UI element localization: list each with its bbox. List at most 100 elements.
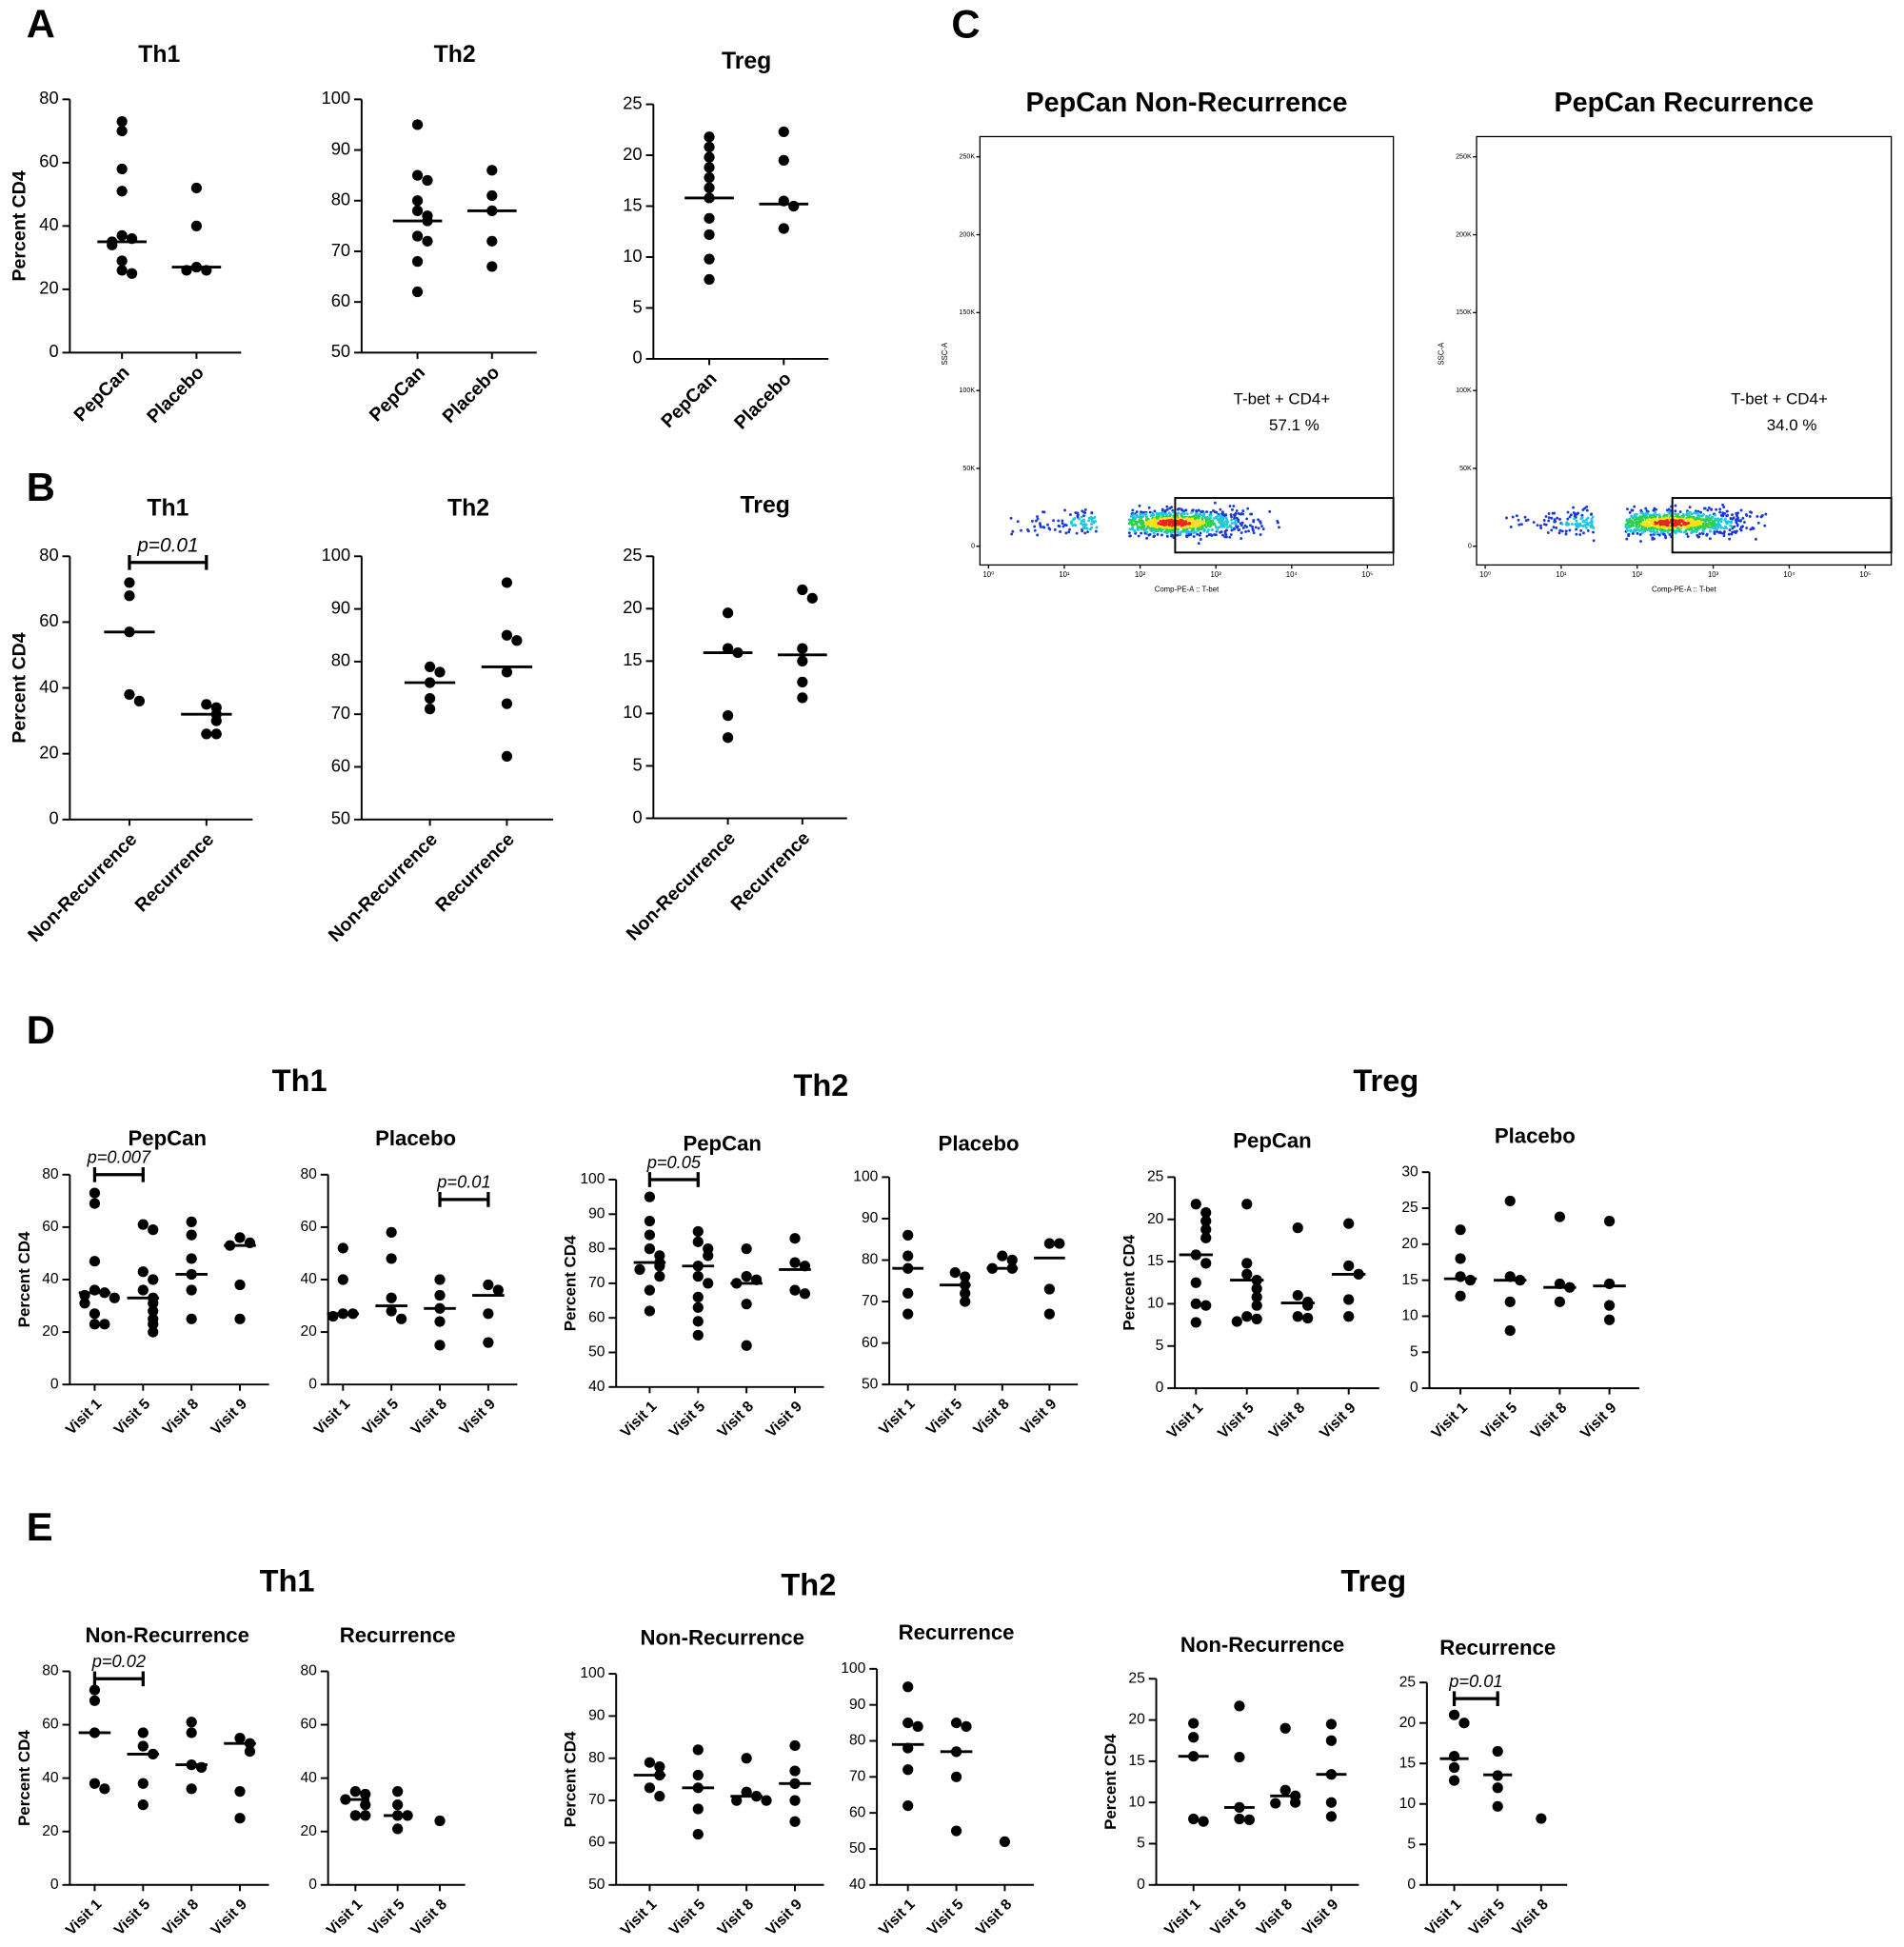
event-dot [1638,533,1642,536]
data-point [644,1305,656,1317]
event-dot [1245,517,1249,521]
data-point [1448,1775,1460,1786]
event-dot [1259,520,1262,524]
chart-title: PepCan [128,1126,206,1150]
data-point [1043,1238,1055,1249]
event-dot [1657,513,1661,517]
y-tick-label: 100 [580,1665,605,1681]
data-point [89,1684,101,1696]
event-dot [1739,508,1743,512]
y-tick-label: 150K [1456,308,1472,316]
data-point [722,643,734,654]
data-point [1241,1199,1253,1210]
event-dot [1197,542,1200,546]
event-dot [1652,508,1656,512]
data-point [797,643,808,654]
event-dot [1230,522,1234,525]
event-dot [1132,513,1136,517]
y-tick-label: 0 [632,348,642,368]
data-point [788,200,800,212]
y-tick-label: 20 [300,1823,317,1839]
data-point [1455,1224,1466,1236]
event-dot [1182,512,1186,516]
event-dot [1706,522,1710,526]
x-tick-label: Placebo [439,362,505,427]
data-point [501,698,513,709]
data-point [79,1298,90,1309]
x-tick-label: 10² [1632,570,1643,579]
event-dot [1573,517,1577,521]
data-point [1241,1268,1253,1280]
x-axis-label: Comp-PE-A :: T-bet [1155,586,1220,594]
event-dot [1241,512,1245,516]
event-dot [1564,529,1568,533]
y-tick-label: 100 [841,1660,865,1677]
x-tick-label: Visit 8 [1528,1400,1571,1442]
y-tick-label: 5 [1156,1338,1164,1354]
event-dot [1241,509,1245,513]
data-point [1448,1761,1460,1774]
chart-title: Non-Recurrence [1180,1633,1344,1657]
chart-title: Recurrence [1439,1636,1556,1659]
data-point [1458,1718,1470,1729]
event-dot [1696,533,1699,537]
event-dot [1094,529,1098,533]
event-dot [1090,523,1093,526]
y-tick-label: 80 [300,1166,317,1182]
event-dot [1061,525,1065,528]
y-tick-label: 70 [862,1293,879,1309]
y-tick-label: 50 [849,1840,866,1857]
data-point [124,590,135,602]
event-dot [1741,516,1745,520]
data-point [950,1825,962,1837]
y-tick-label: 60 [331,755,350,775]
x-tick-label: Visit 1 [1422,1897,1465,1939]
event-dot [1649,529,1652,533]
x-tick-label: 10³ [1708,570,1719,579]
x-tick-label: Non-Recurrence [325,829,442,946]
event-dot [1190,521,1194,525]
y-tick-label: 70 [588,1792,605,1808]
event-dot [1728,537,1732,541]
y-tick-label: 10 [1399,1796,1417,1812]
data-point [703,1278,714,1289]
data-point [186,1717,197,1728]
event-dot [1236,518,1240,522]
data-point [411,169,424,181]
event-dot [1268,509,1272,513]
event-dot [1695,509,1697,513]
event-dot [1661,532,1665,536]
x-tick-label: Visit 8 [160,1396,203,1439]
data-point [148,1224,159,1236]
y-tick-label: 200K [1456,230,1472,238]
event-dot [1547,512,1551,515]
x-tick-label: 10⁴ [1286,570,1298,579]
event-dot [1719,520,1723,523]
comparison-bracket [92,1671,145,1687]
data-point [1279,1722,1291,1734]
data-point [210,728,222,740]
data-point [960,1287,971,1299]
data-point [961,1720,972,1732]
event-dot [1547,519,1551,523]
event-dot [1575,519,1578,523]
x-tick-label: Visit 5 [923,1396,966,1439]
event-dot [1198,533,1201,537]
group-heading: Th1 [272,1063,327,1098]
event-dot [1094,520,1098,524]
data-point [116,116,128,128]
event-dot [1047,526,1051,530]
data-point [644,1757,656,1768]
event-dot [1075,531,1079,535]
event-dot [1078,517,1081,521]
p-value: p=0.02 [91,1651,146,1671]
x-tick-label: Visit 8 [408,1897,451,1939]
event-dot [1199,538,1202,541]
event-dot [1648,513,1652,517]
data-point [411,205,424,217]
event-dot [1727,532,1731,536]
data-point [741,1786,752,1798]
event-dot [1241,526,1245,529]
event-dot [1086,530,1090,534]
data-point [692,1271,704,1282]
